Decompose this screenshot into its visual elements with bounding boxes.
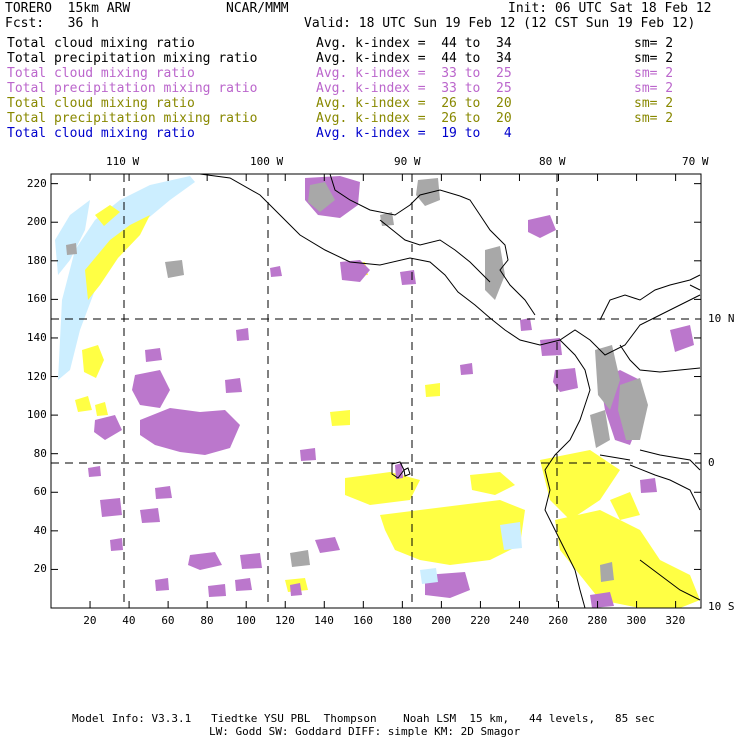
x-tick-label: 60 [161, 614, 175, 627]
y-tick-label: 200 [26, 215, 47, 229]
longitude-label: 100 W [250, 155, 284, 168]
islands [391, 461, 411, 479]
plot-frame [50, 173, 702, 609]
cloud-shading-yellow [75, 205, 700, 608]
x-tick-label: 240 [509, 614, 530, 627]
y-tick-label: 120 [26, 369, 47, 383]
y-tick-label: 40 [33, 523, 47, 537]
x-tick-label: 20 [83, 614, 97, 627]
legend-kindex-range: Avg. k-index = 26 to 20 [316, 96, 512, 111]
x-ticks [89, 601, 677, 608]
y-ticks [51, 183, 58, 570]
longitude-label: 80 W [539, 155, 566, 168]
latitude-label: 10 N [708, 312, 735, 325]
y-tickmarks-right [694, 183, 701, 570]
legend-smoothing: sm= 2 [634, 36, 674, 51]
model-info: Model Info: V3.3.1 Tiedtke YSU PBL Thomp… [72, 712, 655, 725]
legend-field-label: Total precipitation mixing ratio [7, 81, 258, 96]
legend-smoothing: sm= 2 [634, 81, 674, 96]
x-tick-label: 280 [587, 614, 608, 627]
coastlines [199, 174, 701, 608]
legend-kindex-range: Avg. k-index = 19 to 4 [316, 126, 512, 141]
cloud-shading-lightblue [55, 176, 195, 380]
longitude-label: 110 W [106, 155, 140, 168]
physics-info: LW: Godd SW: Goddard DIFF: simple KM: 2D… [209, 725, 521, 738]
legend-field-label: Total precipitation mixing ratio [7, 51, 258, 66]
legend-kindex-range: Avg. k-index = 33 to 25 [316, 66, 512, 81]
init-time: Init: 06 UTC Sat 18 Feb 12 [508, 1, 712, 16]
y-tick-label: 180 [26, 253, 47, 267]
x-tick-label: 300 [626, 614, 647, 627]
legend-smoothing: sm= 2 [634, 111, 674, 126]
x-tick-label: 180 [392, 614, 413, 627]
x-tick-label: 120 [275, 614, 295, 627]
legend-kindex-range: Avg. k-index = 44 to 34 [316, 36, 512, 51]
forecast-hour: Fcst: 36 h [5, 16, 99, 31]
model-title: TORERO 15km ARW [5, 1, 131, 16]
legend-field-label: Total cloud mixing ratio [7, 66, 195, 81]
longitude-label: 70 W [682, 155, 709, 168]
x-tick-label: 200 [431, 614, 452, 627]
y-tick-label: 100 [26, 408, 47, 422]
legend-field-label: Total cloud mixing ratio [7, 96, 195, 111]
y-tick-label: 20 [33, 562, 47, 576]
legend-smoothing: sm= 2 [634, 96, 674, 111]
x-tick-label: 320 [665, 614, 686, 627]
x-tick-label: 260 [548, 614, 569, 627]
legend-smoothing: sm= 2 [634, 66, 674, 81]
cloud-shading-gray [66, 178, 648, 582]
y-tick-label: 160 [26, 292, 47, 306]
x-tickmarks-top [89, 174, 677, 181]
legend-kindex-range: Avg. k-index = 33 to 25 [316, 81, 512, 96]
y-tick-label: 60 [33, 485, 47, 499]
x-tick-label: 40 [122, 614, 136, 627]
x-tick-label: 220 [470, 614, 491, 627]
x-tick-label: 140 [314, 614, 334, 627]
legend-field-label: Total cloud mixing ratio [7, 126, 195, 141]
legend-field-label: Total cloud mixing ratio [7, 36, 195, 51]
org-label: NCAR/MMM [226, 1, 289, 16]
legend-kindex-range: Avg. k-index = 44 to 34 [316, 51, 512, 66]
y-tick-label: 140 [26, 330, 47, 344]
latitude-label: 10 S [708, 600, 735, 613]
legend-smoothing: sm= 2 [634, 51, 674, 66]
valid-time: Valid: 18 UTC Sun 19 Feb 12 (12 CST Sun … [304, 16, 696, 31]
latitude-label: 0 [708, 456, 715, 469]
legend-kindex-range: Avg. k-index = 26 to 20 [316, 111, 512, 126]
map-area [51, 174, 701, 608]
cloud-shading-lightblue-small [420, 522, 522, 584]
y-tick-label: 220 [26, 176, 47, 190]
y-tick-label: 80 [33, 446, 47, 460]
x-tick-label: 80 [200, 614, 214, 627]
grid-lines [51, 174, 701, 608]
x-tick-label: 160 [353, 614, 373, 627]
longitude-label: 90 W [394, 155, 421, 168]
x-tick-label: 100 [235, 614, 256, 627]
legend-field-label: Total precipitation mixing ratio [7, 111, 258, 126]
